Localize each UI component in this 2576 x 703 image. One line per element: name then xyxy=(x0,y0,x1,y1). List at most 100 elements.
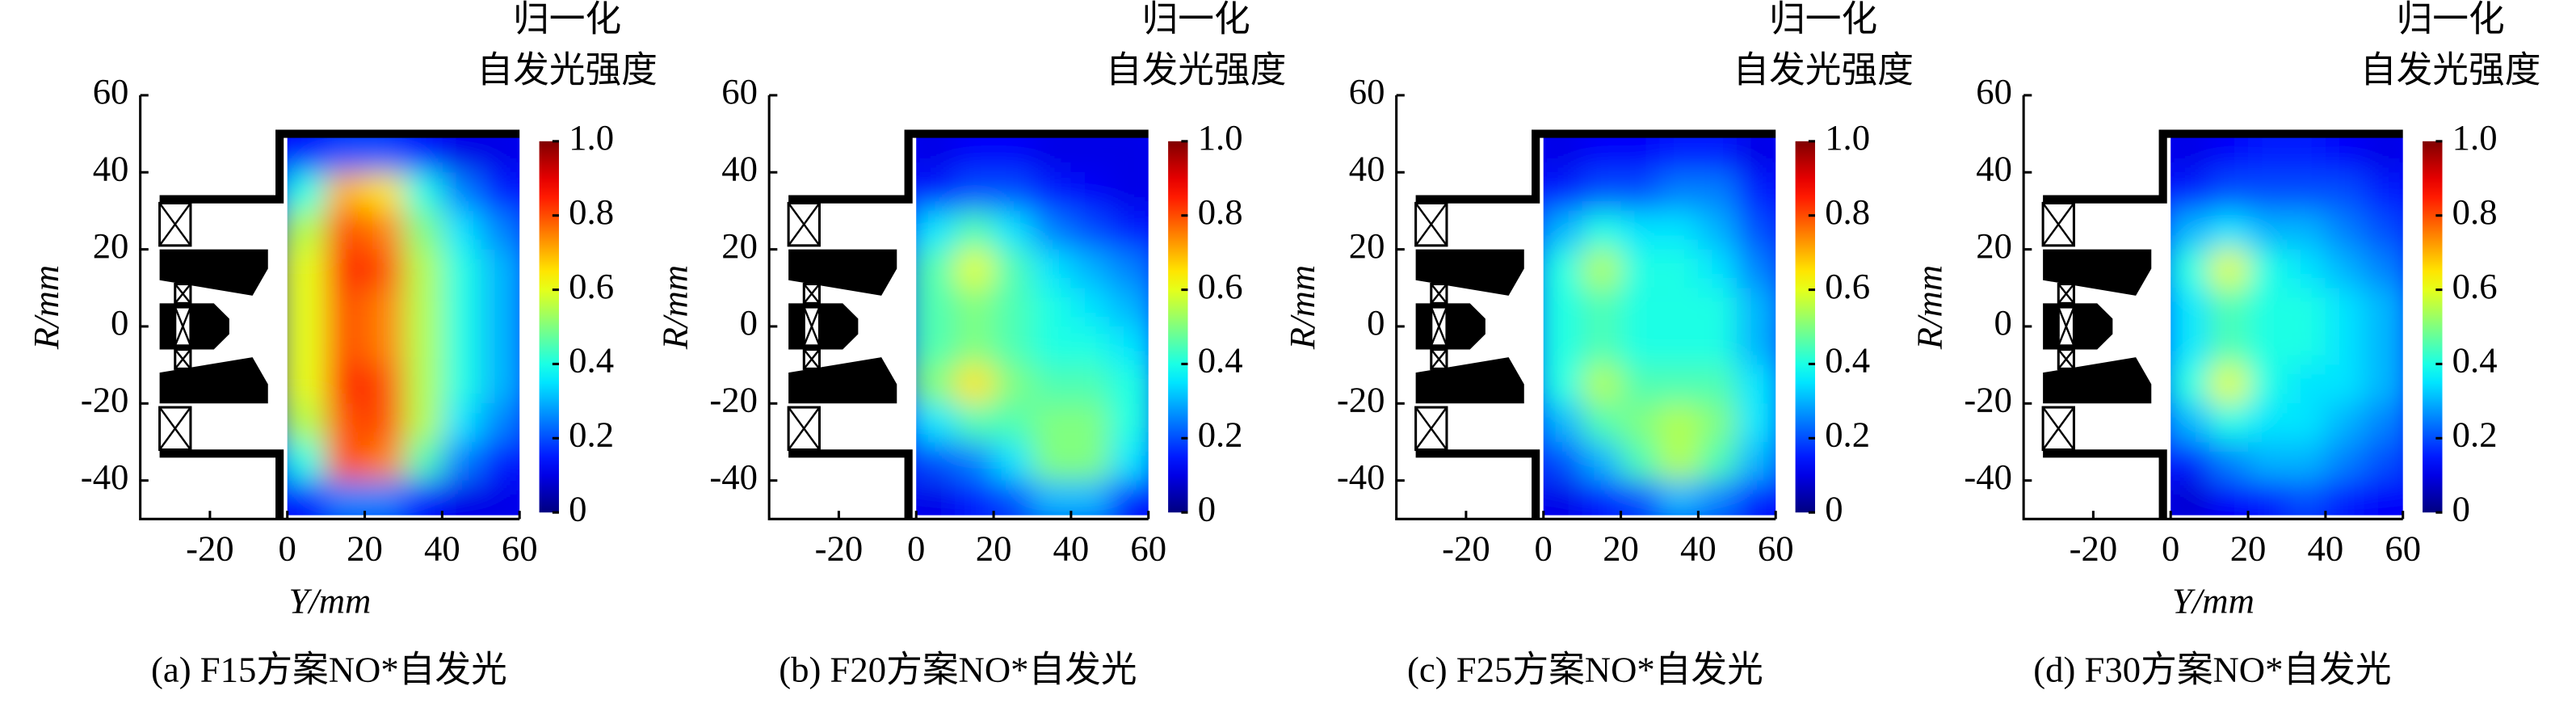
swirler-cross xyxy=(174,306,192,347)
x-tick-label: 0 xyxy=(1535,528,1553,568)
heatmap-cells xyxy=(1543,137,1776,516)
combustor-wall xyxy=(1415,129,1776,520)
heat-cell xyxy=(1582,326,1621,365)
heat-cell xyxy=(1620,441,1660,481)
colorbar-tick-label: 0.4 xyxy=(569,340,614,381)
y-tick-label: 20 xyxy=(721,225,758,266)
heat-cell xyxy=(2209,288,2249,326)
y-tick-label: 0 xyxy=(1994,302,2012,343)
heat-cell xyxy=(403,210,443,250)
heat-cell xyxy=(1582,288,1621,326)
panel: -20 0 20 40 60 -40 -20 0 20 40 60 Y/mm R/mm (d) F30方案… xyxy=(1910,0,2541,690)
y-axis-label: R/mm xyxy=(655,265,695,350)
heat-cell xyxy=(2248,441,2287,481)
axis-line xyxy=(2022,95,2403,520)
heat-cell xyxy=(1698,403,1738,442)
heat-cell xyxy=(994,326,1032,365)
heat-cell xyxy=(326,326,365,365)
x-tick-label: -20 xyxy=(186,528,234,568)
heat-cell xyxy=(442,172,481,211)
burner-geometry xyxy=(787,129,1149,520)
heat-cell xyxy=(955,364,994,404)
colorbar-tick-label: 0.2 xyxy=(1198,415,1243,455)
heat-cell xyxy=(1698,210,1738,250)
x-tick-label: 40 xyxy=(2308,528,2344,568)
x-tick-label: 20 xyxy=(976,528,1012,568)
heat-cell xyxy=(1070,172,1110,211)
y-tick-label: -20 xyxy=(81,380,129,420)
y-tick-label: 60 xyxy=(93,71,129,112)
y-tick-label: 0 xyxy=(740,302,758,343)
burner-geometry xyxy=(158,129,520,520)
heat-cell xyxy=(1032,326,1071,365)
heat-cell xyxy=(1620,288,1660,326)
heatmap-cells xyxy=(916,137,1149,516)
heat-cell xyxy=(1070,326,1110,365)
y-tick-label: -20 xyxy=(709,380,758,420)
heat-cell xyxy=(916,480,956,516)
heat-cell xyxy=(403,172,443,211)
heatmap-cells xyxy=(2170,137,2403,516)
x-axis-label: Y/mm xyxy=(288,580,371,621)
colorbar-tick-label: 1.0 xyxy=(1198,117,1243,158)
y-tick-label: 20 xyxy=(93,225,129,266)
colorbar-tick-label: 0.2 xyxy=(2452,415,2498,455)
heat-cell xyxy=(2325,210,2364,250)
colorbar-label: 归一化 xyxy=(513,0,621,40)
x-tick-label: 60 xyxy=(1130,528,1166,568)
heat-cell xyxy=(994,249,1032,288)
heat-cell xyxy=(994,210,1032,250)
swirler-cross xyxy=(174,348,191,370)
heat-cell xyxy=(1070,403,1110,442)
heat-cell xyxy=(364,288,404,326)
heatmap-cells xyxy=(287,137,520,516)
x-tick-label: 40 xyxy=(1680,528,1717,568)
heat-cell xyxy=(1698,364,1738,404)
heat-cell xyxy=(2286,364,2326,404)
center-body xyxy=(159,303,229,350)
colorbar-label: 自发光强度 xyxy=(477,50,658,91)
swirler-cross xyxy=(2057,348,2075,370)
combustor-wall xyxy=(788,129,1149,520)
heat-cell xyxy=(1737,480,1776,516)
heat-cell xyxy=(1620,172,1660,211)
heat-cell xyxy=(1698,249,1738,288)
x-tick-label: 60 xyxy=(2385,528,2421,568)
combustor-wall xyxy=(159,129,520,520)
swirler-cross xyxy=(788,202,821,246)
heat-cell xyxy=(1659,326,1699,365)
heat-cell xyxy=(481,480,520,516)
heat-cell xyxy=(994,441,1032,481)
x-tick-label: 0 xyxy=(279,528,296,568)
panel: -20 0 20 40 60 -40 -20 0 20 40 60 R/mm (c) F25方案NO*自… xyxy=(1282,0,1914,690)
heat-cell xyxy=(403,364,443,404)
heat-cell xyxy=(2286,326,2326,365)
heat-cell xyxy=(1109,480,1149,516)
heat-cell xyxy=(1620,326,1660,365)
heat-cell xyxy=(2209,210,2249,250)
heat-cell xyxy=(364,441,404,481)
heat-cell xyxy=(955,441,994,481)
x-tick-label: 40 xyxy=(1053,528,1090,568)
colorbar-tick-label: 0.8 xyxy=(1198,192,1243,232)
heat-cell xyxy=(955,210,994,250)
heat-cell xyxy=(326,441,365,481)
burner-geometry xyxy=(2041,129,2403,520)
heat-cell xyxy=(1070,364,1110,404)
heat-cell xyxy=(1582,210,1621,250)
heat-cell xyxy=(403,249,443,288)
y-tick-label: -40 xyxy=(1964,457,2012,497)
heatmap xyxy=(1543,137,1776,516)
panel: -20 0 20 40 60 -40 -20 0 20 40 60 Y/mm R/mm (a) F15方案… xyxy=(26,0,658,690)
caption: (d) F30方案NO*自发光 xyxy=(2033,650,2391,690)
heat-cell xyxy=(2325,172,2364,211)
colorbar-tick-label: 0 xyxy=(2452,488,2470,528)
heat-cell xyxy=(1109,137,1149,173)
y-tick-label: 0 xyxy=(1367,302,1385,343)
colorbar-tick-label: 0 xyxy=(1825,488,1843,528)
swirler-cross xyxy=(2042,202,2075,246)
colorbar-tick-label: 1.0 xyxy=(569,117,614,158)
x-tick-label: -20 xyxy=(1442,528,1490,568)
heat-cell xyxy=(1582,249,1621,288)
heat-cell xyxy=(2286,210,2326,250)
